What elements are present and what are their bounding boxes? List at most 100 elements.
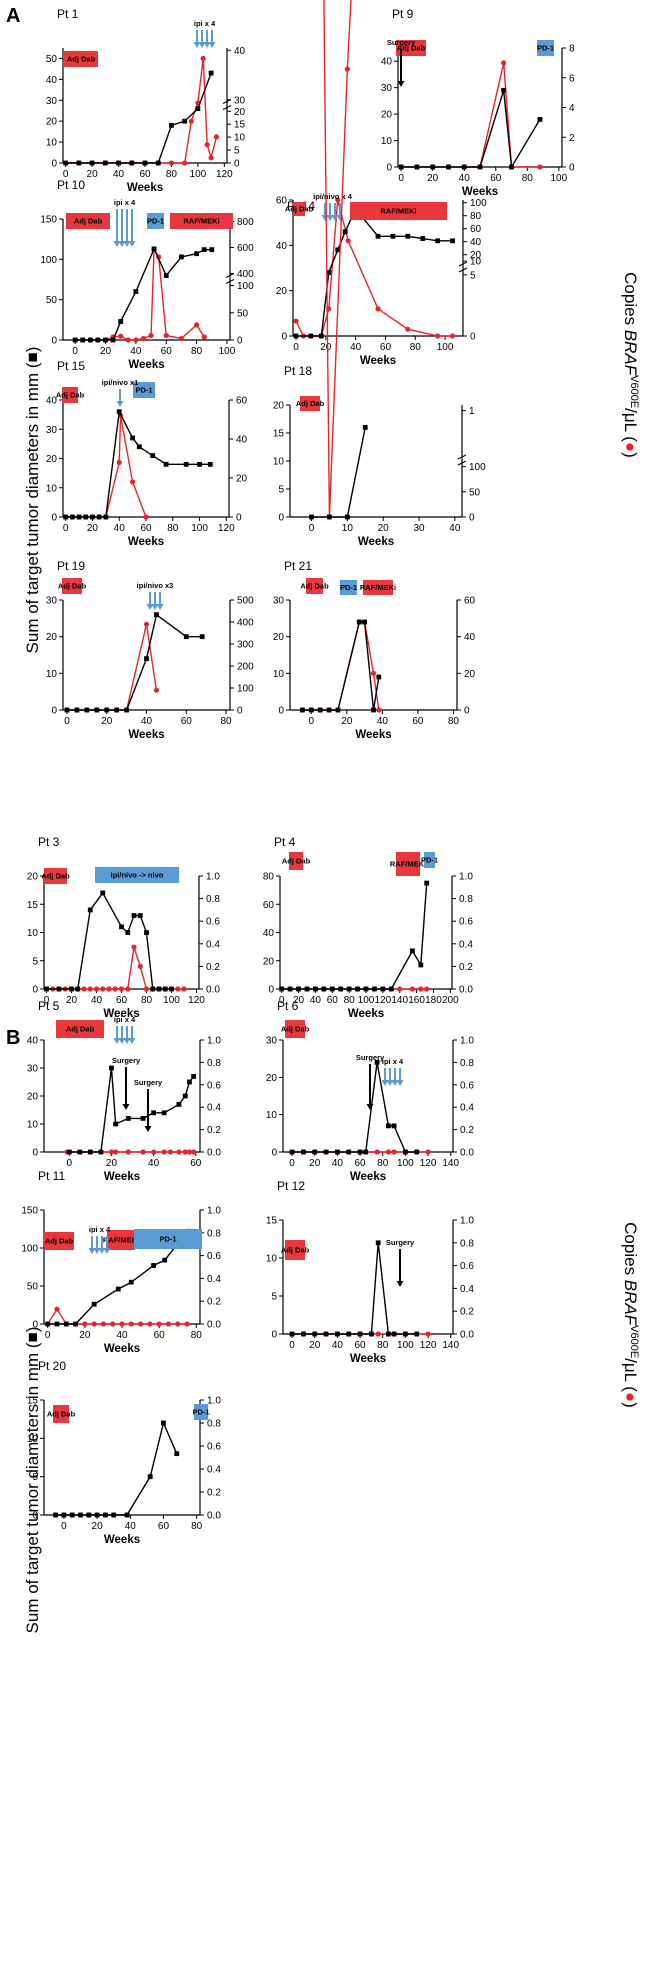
ctdna-point (191, 1149, 197, 1155)
tumor-point (156, 986, 162, 992)
x-tick-label: 0 (279, 995, 285, 1006)
tumor-point (136, 444, 142, 450)
y-tick-label: 15 (27, 900, 39, 911)
ctdna-point (93, 986, 100, 992)
y2-tick-label: 20 (470, 250, 482, 261)
y-tick-label: 10 (46, 138, 58, 149)
y-tick-label: 30 (381, 83, 393, 94)
treatment-label: RAF/MEKi (380, 207, 416, 216)
tumor-point (414, 164, 420, 170)
x-tick-label: 40 (141, 716, 153, 727)
tumor-point (100, 890, 106, 896)
tumor-point (75, 986, 81, 992)
y2-tick-label: 0.8 (460, 1058, 474, 1069)
chart-pt3: 0 20 40 60 80 100 120 0 5 10 15 20 0.0 0.2 0.4 0.6 0.8 1.… (27, 835, 220, 1020)
chart-pt6: 0 20 40 60 80 100 120 140 0 10 20 30 0.0 0.2 0.4 0.6 0.8… (266, 999, 474, 1183)
tumor-point (374, 1060, 380, 1065)
y-tick-label: 0 (281, 332, 287, 343)
y-tick-label: 30 (273, 596, 285, 607)
y2-tick-label: 300 (237, 640, 254, 651)
y2-tick-label: 500 (237, 596, 254, 607)
x-tick-label: 60 (355, 1340, 367, 1351)
x-tick-label: 40 (130, 346, 142, 357)
x-axis-label: Weeks (127, 182, 163, 194)
ctdna-point (182, 1149, 188, 1155)
arrow-head (113, 1038, 121, 1044)
x-tick-label: 60 (139, 169, 151, 180)
y2-tick-label: 60 (470, 224, 482, 235)
chart-title: Pt 12 (277, 1179, 305, 1193)
tumor-point (63, 160, 69, 166)
y-tick-label: 0 (271, 1148, 277, 1159)
x-axis-label: Weeks (104, 1343, 140, 1355)
y2-tick-label: 4 (569, 103, 575, 114)
tumor-point (111, 1512, 117, 1518)
tumor-point (420, 236, 426, 241)
tumor-point (326, 270, 332, 275)
ctdna-point (293, 318, 299, 324)
y2-tick-label: 40 (470, 237, 482, 248)
y2-tick-label: 200 (237, 662, 254, 673)
chart-title: Pt 9 (392, 7, 414, 21)
ctdna-point (118, 986, 125, 992)
x-axis-label: Weeks (128, 359, 164, 371)
treatment-box (289, 852, 303, 870)
y-tick-label: 0 (51, 706, 57, 717)
tumor-line (295, 207, 453, 337)
treatment-label: Adj Dab (285, 205, 314, 214)
tumor-point (98, 1149, 104, 1155)
tumor-point (450, 238, 455, 244)
arrow-head (146, 604, 154, 610)
y2-tick-label: 20 (236, 474, 248, 485)
chart-pt4: 0 20 40 60 80 100 120 140 160 180 2000204060800.00… (263, 835, 473, 1020)
x-tick-label: 0 (63, 523, 69, 534)
x-tick-label: 60 (140, 523, 152, 534)
tumor-point (183, 461, 189, 467)
ctdna-point (161, 1149, 167, 1155)
tumor-point (61, 1512, 67, 1518)
tumor-point (335, 707, 341, 713)
tumor-point (398, 164, 404, 170)
ctdna-point (182, 160, 188, 166)
treatment-box (134, 1229, 202, 1249)
y-tick-label: 0 (51, 513, 57, 524)
x-tick-label: 20 (309, 1340, 321, 1351)
arrow-head (193, 42, 201, 48)
right-axis-label-b: Copies BRAFV600E/μL (●) (621, 1222, 640, 1408)
y2-tick-label: 0.6 (460, 1261, 474, 1272)
y2-tick-label: 400 (237, 269, 254, 280)
ctdna-point (130, 479, 136, 485)
ctdna-point (165, 1321, 172, 1327)
tumor-point (323, 1331, 329, 1337)
x-tick-label: 80 (191, 1330, 203, 1341)
tumor-point (209, 247, 215, 253)
x-tick-label: 120 (420, 1340, 437, 1351)
y2-tick-label: 1.0 (207, 1206, 221, 1217)
treatment-label: Adj Dab (281, 1025, 310, 1034)
ctdna-point (167, 1149, 174, 1155)
tumor-point (151, 246, 157, 252)
tumor-point (369, 1331, 374, 1337)
treatment-box (66, 213, 110, 229)
arrow-head (123, 1038, 131, 1044)
ctdna-point (385, 1149, 391, 1155)
x-tick-label: 0 (63, 169, 69, 180)
ctdna-point (375, 306, 381, 312)
tumor-point (129, 160, 135, 166)
chart-title: Pt 1 (57, 7, 79, 21)
treatment-box (133, 382, 155, 398)
x-tick-label: 60 (355, 1158, 367, 1169)
tumor-point (182, 118, 188, 124)
y2-tick-label: 0.0 (459, 985, 473, 996)
x-tick-label: 120 (216, 169, 233, 180)
treatment-box (396, 852, 420, 876)
y-tick-label: 80 (263, 872, 275, 883)
treatment-box (285, 1240, 305, 1260)
y2-tick-label: 0.2 (207, 1297, 221, 1308)
y2-tick-label: 20 (464, 669, 476, 680)
treatment-label: RAF/MEKi (183, 217, 219, 226)
tumor-point (72, 337, 78, 343)
arrow-head (113, 241, 121, 247)
axis-break (457, 460, 467, 466)
arrow-label: ipi/nivo x3 (137, 581, 174, 590)
